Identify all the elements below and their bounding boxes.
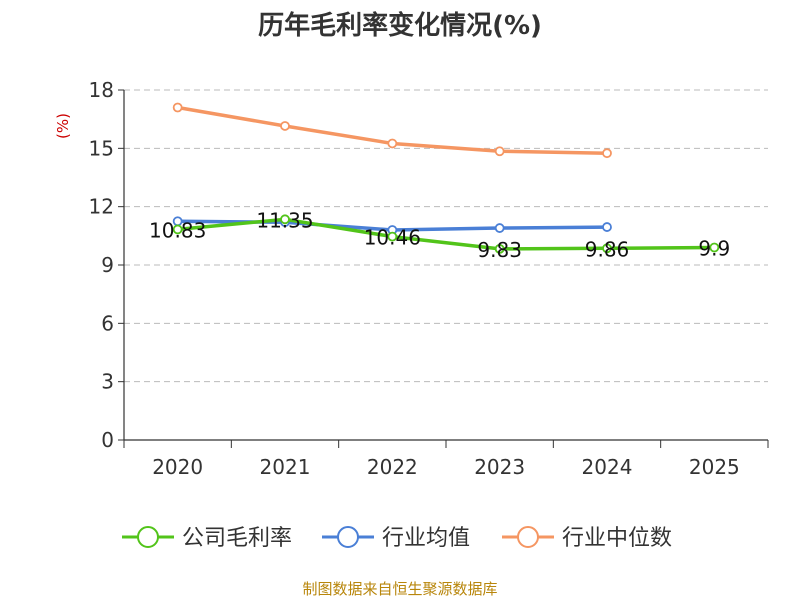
x-tick-label-2024: 2024 [582, 455, 633, 479]
y-tick-label-18: 18 [89, 78, 114, 102]
data-point-0-2024 [602, 243, 612, 254]
legend-item-2[interactable]: 行业中位数 [502, 526, 672, 551]
data-label-2024: 9.86 [585, 237, 630, 261]
x-tick-label-2020: 2020 [152, 455, 203, 479]
data-label-2020: 10.83 [149, 218, 206, 242]
legend-item-0[interactable]: 公司毛利率 [122, 526, 292, 551]
x-tick-label-2023: 2023 [474, 455, 525, 479]
data-point-0-2020 [172, 224, 183, 235]
series-line-0 [177, 217, 715, 251]
data-label-2021: 11.35 [256, 208, 313, 232]
data-label-2023: 9.83 [477, 238, 522, 262]
data-label-2022: 10.46 [364, 226, 421, 250]
legend-label-1: 行业均值 [382, 526, 470, 551]
x-tick-label-2021: 2021 [260, 455, 311, 479]
data-point-0-2025 [709, 242, 720, 253]
data-point-0-2021 [280, 214, 290, 225]
data-point-2-2020 [172, 102, 183, 113]
data-point-2-2023 [494, 146, 505, 157]
legend-swatch-marker-2 [517, 526, 539, 548]
data-label-2025: 9.9 [698, 237, 730, 261]
source-note: 制图数据来自恒生聚源数据库 [302, 580, 497, 598]
data-point-0-2023 [494, 243, 505, 254]
grid [124, 89, 768, 383]
y-tick-label-3: 3 [101, 370, 114, 394]
x-tick-label-2022: 2022 [367, 455, 418, 479]
x-tick-label-2025: 2025 [689, 455, 740, 479]
series-lines [172, 102, 720, 254]
legend-swatch-marker-1 [337, 526, 359, 548]
axes: 0 3 6 9 12 15 18 2020 2021 2022 2023 2024 2025 [89, 78, 769, 479]
data-point-0-2022 [387, 231, 398, 242]
data-point-1-2024 [602, 222, 612, 232]
data-point-2-2022 [387, 138, 398, 149]
data-point-2-2021 [280, 121, 290, 131]
data-point-2-2024 [602, 148, 612, 159]
legend-item-1[interactable]: 行业均值 [322, 526, 470, 551]
y-tick-label-0: 0 [101, 428, 114, 452]
data-point-1-2023 [494, 223, 505, 233]
legend[interactable]: 公司毛利率 行业均值 行业中位数 [122, 526, 672, 551]
y-tick-label-6: 6 [101, 311, 114, 335]
chart-title: 历年毛利率变化情况(%) [258, 10, 542, 41]
y-tick-label-12: 12 [89, 195, 114, 219]
y-tick-label-9: 9 [101, 253, 114, 277]
data-labels: 10.83 11.35 10.46 9.83 9.86 9.9 [149, 208, 730, 262]
y-axis-unit: (%) [54, 113, 72, 139]
y-tick-label-15: 15 [89, 136, 114, 160]
legend-label-0: 公司毛利率 [182, 526, 292, 551]
legend-swatch-marker-0 [137, 526, 159, 548]
legend-label-2: 行业中位数 [562, 526, 672, 551]
